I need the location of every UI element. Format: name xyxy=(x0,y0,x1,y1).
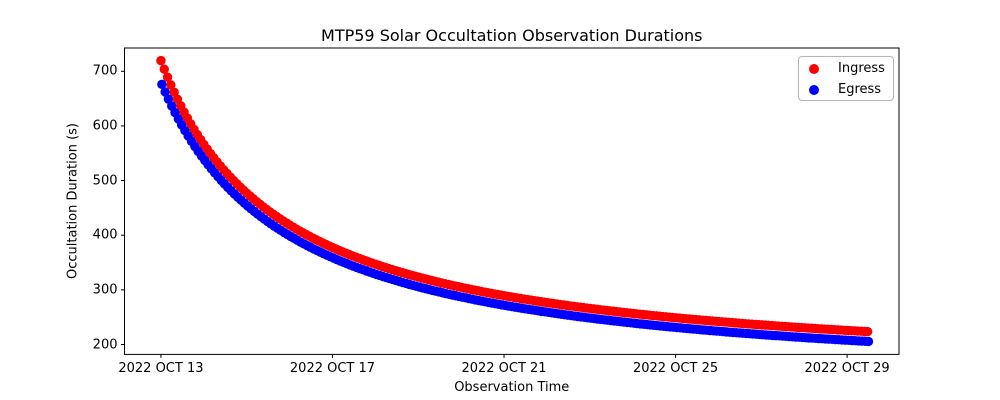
x-tick-label: 2022 OCT 17 xyxy=(289,361,376,377)
x-tick-label: 2022 OCT 29 xyxy=(804,361,890,377)
ingress-series xyxy=(156,55,873,337)
y-tick-label: 400 xyxy=(92,227,118,243)
legend-label-ingress: Ingress xyxy=(838,61,885,76)
legend: Ingress Egress xyxy=(798,56,894,101)
y-tick-label: 200 xyxy=(92,337,118,352)
ingress-marker-icon xyxy=(809,63,819,74)
egress-marker-icon xyxy=(809,84,819,95)
y-tick-label: 600 xyxy=(92,118,118,134)
x-tick-label: 2022 OCT 25 xyxy=(632,361,719,377)
axis-ticks xyxy=(121,70,848,358)
data-points-layer xyxy=(156,55,874,347)
x-tick-label: 2022 OCT 13 xyxy=(118,361,204,377)
y-tick-label: 700 xyxy=(92,63,118,79)
x-tick-label: 2022 OCT 21 xyxy=(461,361,547,377)
chart-title: MTP59 Solar Occultation Observation Dura… xyxy=(321,26,703,45)
egress-series xyxy=(157,79,874,347)
legend-entry-egress: Egress xyxy=(799,79,893,100)
y-axis-label: Occultation Duration (s) xyxy=(65,123,81,279)
legend-entry-ingress: Ingress xyxy=(799,58,893,79)
y-tick-label: 500 xyxy=(92,173,118,189)
plot-frame xyxy=(124,47,900,355)
y-tick-label: 300 xyxy=(92,282,118,298)
x-axis-label: Observation Time xyxy=(454,380,570,395)
legend-label-egress: Egress xyxy=(838,82,882,97)
